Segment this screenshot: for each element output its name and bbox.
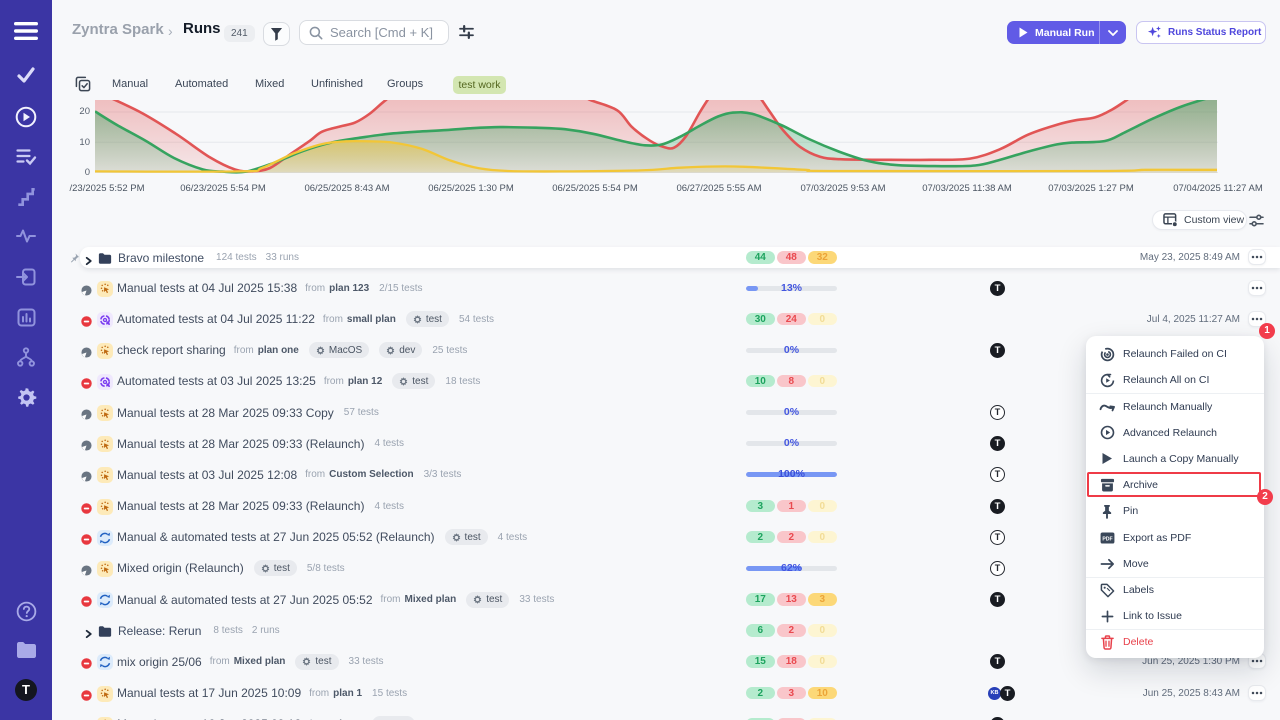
svg-text:PDF: PDF [1102,536,1112,542]
